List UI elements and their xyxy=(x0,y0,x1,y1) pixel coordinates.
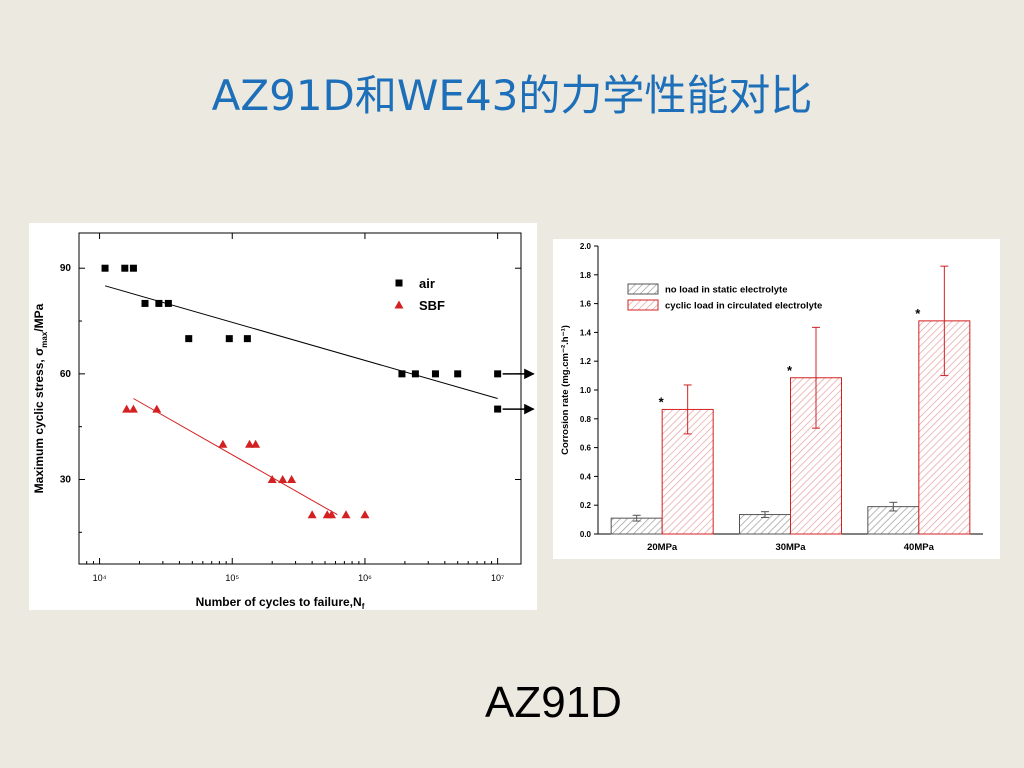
point-SBF xyxy=(122,404,132,413)
significance-marker: * xyxy=(915,306,921,321)
point-air xyxy=(129,264,137,272)
point-SBF xyxy=(267,474,277,483)
point-air xyxy=(101,264,109,272)
legend-label-air: air xyxy=(419,276,435,291)
y-axis-label: Corrosion rate (mg.cm⁻².h⁻¹) xyxy=(560,325,571,455)
y-tick-label: 0.6 xyxy=(580,444,592,453)
y-tick-label: 1.4 xyxy=(580,328,592,337)
point-SBF xyxy=(251,439,261,448)
point-SBF xyxy=(307,510,317,519)
point-air xyxy=(494,405,502,413)
point-SBF xyxy=(278,474,288,483)
y-tick-label: 1.8 xyxy=(580,271,592,280)
y-tick-label: 0.4 xyxy=(580,472,592,481)
point-air xyxy=(164,299,172,307)
y-tick-label: 0.2 xyxy=(580,501,592,510)
significance-marker: * xyxy=(659,394,665,409)
y-axis-label: Maximum cyclic stress, σmax/MPa xyxy=(32,303,49,493)
point-SBF xyxy=(360,510,370,519)
x-tick-label: 10⁶ xyxy=(358,573,372,583)
legend-label: cyclic load in circulated electrolyte xyxy=(665,301,822,312)
x-tick-label: 10⁴ xyxy=(93,573,107,583)
legend-swatch xyxy=(627,283,659,295)
point-SBF xyxy=(287,474,297,483)
y-tick-label: 0.8 xyxy=(580,415,592,424)
point-air xyxy=(454,370,462,378)
x-tick-label: 10⁵ xyxy=(225,573,239,583)
legend-swatch xyxy=(627,299,659,311)
point-air xyxy=(155,299,163,307)
point-air xyxy=(494,370,502,378)
plot-frame xyxy=(78,232,522,565)
point-air xyxy=(398,370,406,378)
y-tick-label: 60 xyxy=(60,369,72,380)
legend-label: no load in static electrolyte xyxy=(665,285,787,296)
point-SBF xyxy=(128,404,138,413)
fatigue-chart-panel: 10⁴ 10⁵ 10⁶ 10⁷ 30 60 90 Number of cycles to fa… xyxy=(29,223,537,610)
category-label: 30MPa xyxy=(775,542,806,553)
point-SBF xyxy=(218,439,228,448)
significance-marker: * xyxy=(787,363,793,378)
point-air xyxy=(243,335,251,343)
y-tick-label: 2.0 xyxy=(580,242,592,251)
slide-title: AZ91D和WE43的力学性能对比 xyxy=(211,71,813,120)
fatigue-chart: 10⁴ 10⁵ 10⁶ 10⁷ 30 60 90 Number of cycles to fa… xyxy=(32,232,535,610)
x-axis-label: Number of cycles to failure,Nf xyxy=(196,595,365,610)
point-SBF xyxy=(152,404,162,413)
point-SBF xyxy=(341,510,351,519)
category-label: 40MPa xyxy=(904,542,935,553)
bar-cyclic xyxy=(790,377,842,535)
point-air xyxy=(185,335,193,343)
legend-marker-SBF xyxy=(394,300,404,309)
y-tick-label: 0.0 xyxy=(580,530,592,539)
fit-line-SBF xyxy=(133,398,338,516)
point-air xyxy=(141,299,149,307)
point-air xyxy=(121,264,129,272)
legend-marker-air xyxy=(395,279,403,287)
category-label: 20MPa xyxy=(647,542,678,553)
corrosion-chart: 0.0 0.2 0.4 0.6 0.8 1.0 1.2 1.4 1.6 1.8 2.0 Corrosi… xyxy=(560,242,983,553)
legend-label-SBF: SBF xyxy=(419,298,445,313)
point-SBF xyxy=(327,510,337,519)
slide-caption: AZ91D xyxy=(485,678,622,727)
point-air xyxy=(225,335,233,343)
point-air xyxy=(411,370,419,378)
y-tick-label: 30 xyxy=(60,474,72,485)
corrosion-chart-panel: 0.0 0.2 0.4 0.6 0.8 1.0 1.2 1.4 1.6 1.8 2.0 Corrosi… xyxy=(553,239,1000,559)
x-tick-label: 10⁷ xyxy=(491,573,504,583)
y-tick-label: 90 xyxy=(60,263,72,274)
y-tick-label: 1.0 xyxy=(580,386,592,395)
point-SBF xyxy=(245,439,255,448)
y-tick-label: 1.2 xyxy=(580,357,592,366)
y-tick-label: 1.6 xyxy=(580,300,592,309)
point-air xyxy=(431,370,439,378)
